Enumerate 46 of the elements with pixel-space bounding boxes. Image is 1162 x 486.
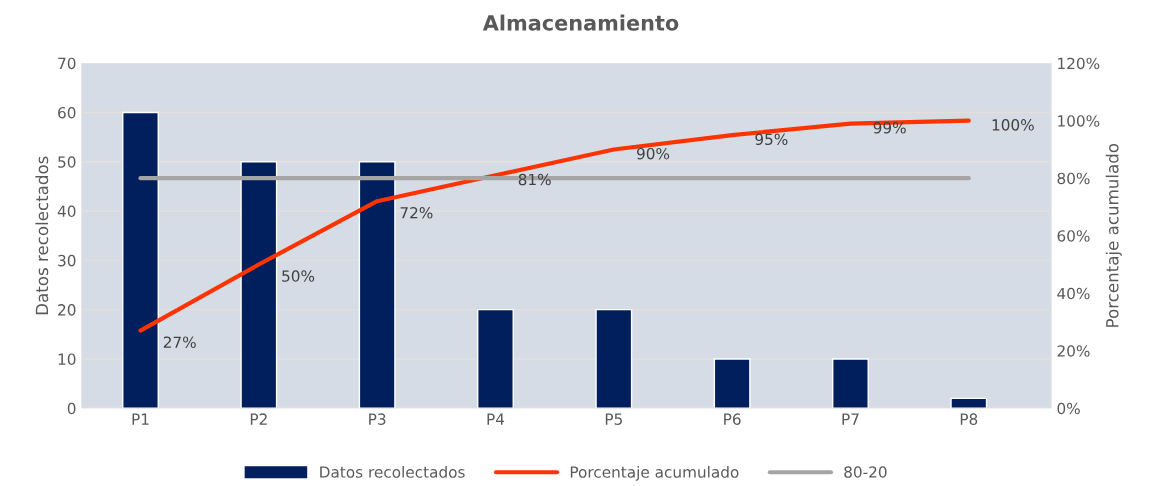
data-label: 95% (755, 133, 788, 146)
data-label: 81% (518, 173, 551, 186)
bar (122, 111, 159, 409)
data-label: 27% (163, 336, 196, 348)
chart-title: Almacenamiento (482, 14, 679, 31)
y2-tick-label: 120% (1058, 57, 1100, 70)
legend-label: 80-20 (844, 466, 887, 478)
y-tick-label: 30 (58, 254, 76, 267)
y-axis-title: Datos recolectados (35, 156, 49, 315)
y2-tick-label: 80% (1057, 172, 1090, 185)
bar (240, 161, 278, 409)
y-tick-label: 50 (58, 156, 76, 168)
y-tick-label: 40 (57, 205, 76, 218)
data-label: 90% (636, 147, 670, 160)
y2-tick-label: 100% (1058, 115, 1100, 127)
y-tick-label: 60 (58, 106, 76, 119)
data-label: 72% (400, 207, 433, 219)
x-tick-label: P1 (132, 413, 149, 425)
data-label: 99% (873, 122, 906, 134)
y2-tick-label: 40% (1057, 287, 1090, 300)
bar (950, 397, 988, 409)
y2-tick-label: 20% (1057, 345, 1090, 357)
bar (832, 358, 869, 409)
x-tick-label: P6 (724, 413, 741, 425)
data-label: 100% (992, 119, 1034, 131)
y-tick-label: 20 (58, 304, 76, 316)
legend-label: Datos recolectados (320, 465, 465, 478)
y-tick-label: 0 (67, 402, 76, 415)
x-tick-label: P5 (605, 413, 622, 425)
bar (358, 161, 396, 409)
x-tick-label: P7 (842, 413, 859, 425)
legend-label: Porcentaje acumulado (570, 465, 739, 481)
line-series (138, 118, 971, 333)
bar (595, 308, 633, 409)
y2-axis-title: Porcentaje acumulado (1105, 143, 1122, 327)
y2-tick-label: 60% (1057, 230, 1090, 242)
x-tick-label: P8 (960, 413, 978, 425)
y-tick-label: 10 (58, 353, 76, 365)
data-label: 50% (282, 270, 315, 282)
y2-tick-label: 0% (1057, 402, 1080, 415)
x-tick-label: P4 (487, 413, 505, 425)
bar (477, 308, 514, 409)
y-tick-label: 70 (58, 57, 76, 70)
bar (713, 358, 751, 409)
x-tick-label: P2 (250, 413, 267, 425)
x-tick-label: P3 (369, 413, 386, 425)
